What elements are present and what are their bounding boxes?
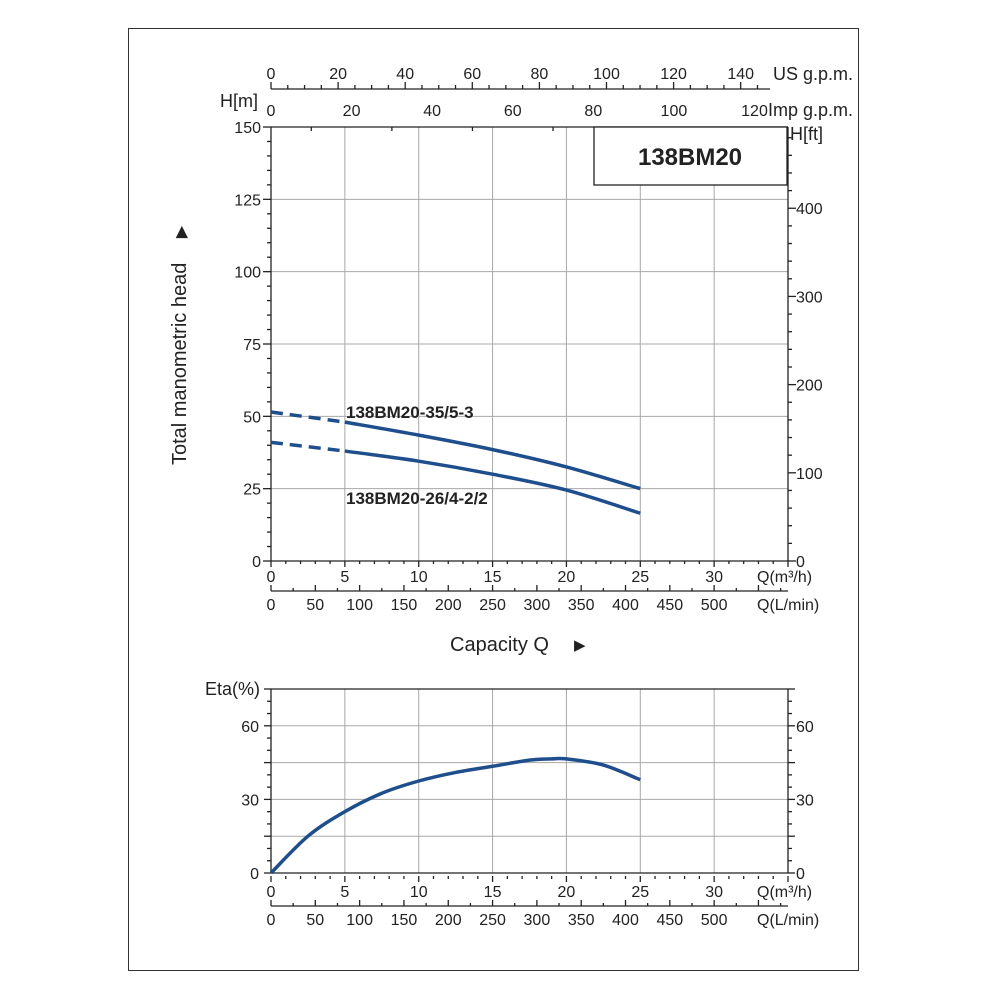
eta-tick-label-left: 60 <box>241 719 259 736</box>
y-tick-label-ft: 300 <box>796 289 823 306</box>
x-axis-title: Capacity Q <box>450 634 549 656</box>
x-tick-label-lmin: 300 <box>524 912 551 929</box>
x-tick-label-m3h: 30 <box>705 884 723 901</box>
imp-gpm-tick-label: 20 <box>343 103 361 120</box>
model-title-box <box>593 126 788 186</box>
y-tick-label-m: 25 <box>243 482 261 499</box>
x-tick-label-lmin: 350 <box>568 597 595 614</box>
x-tick-label-m3h: 25 <box>631 569 649 586</box>
imp-gpm-tick-label: 100 <box>661 103 688 120</box>
eta-tick-label-right: 60 <box>796 719 814 736</box>
x-tick-label-lmin: 400 <box>612 597 639 614</box>
eta-tick-label-left: 0 <box>250 866 259 883</box>
eta-tick-label-left: 30 <box>241 792 259 809</box>
x-tick-label-m3h: 15 <box>484 569 502 586</box>
x-tick-label-lmin: 450 <box>656 597 683 614</box>
x-tick-label-lmin: 50 <box>306 912 324 929</box>
x-tick-label-lmin: 50 <box>306 597 324 614</box>
head-curve-dashed-1 <box>270 440 346 453</box>
imp-gpm-tick-label: 60 <box>504 103 522 120</box>
efficiency-chart-curves <box>269 756 641 875</box>
x-tick-label-m3h: 15 <box>484 884 502 901</box>
x-tick-label-lmin: 250 <box>479 597 506 614</box>
eta-tick-label-right: 30 <box>796 792 814 809</box>
x-unit-lmin: Q(L/min) <box>757 912 819 929</box>
x-tick-label-lmin: 300 <box>524 597 551 614</box>
us-gpm-tick-label: 60 <box>463 66 481 83</box>
x-tick-label-lmin: 150 <box>391 912 418 929</box>
imp-gpm-tick-label: 0 <box>267 103 276 120</box>
head-curve-0 <box>344 420 641 491</box>
y-axis-title: Total manometric head <box>169 263 191 465</box>
y-tick-label-m: 50 <box>243 409 261 426</box>
x-tick-label-lmin: 450 <box>656 912 683 929</box>
y-tick-label-m: 0 <box>252 554 261 571</box>
x-tick-label-m3h: 5 <box>340 884 349 901</box>
model-title: 138BM20 <box>638 144 742 171</box>
x-tick-label-lmin: 250 <box>479 912 506 929</box>
x-tick-label-lmin: 150 <box>391 597 418 614</box>
y-tick-label-m: 125 <box>234 192 261 209</box>
us-gpm-tick-label: 20 <box>329 66 347 83</box>
y-tick-label-ft: 100 <box>796 466 823 483</box>
imp-gpm-label: Imp g.p.m. <box>768 100 853 120</box>
x-axis-arrow: ▶ <box>574 637 586 654</box>
head-curve-1 <box>344 449 641 515</box>
x-tick-label-m3h: 5 <box>340 569 349 586</box>
x-tick-label-m3h: 20 <box>558 884 576 901</box>
x-tick-label-lmin: 100 <box>346 912 373 929</box>
eta-tick-label-right: 0 <box>796 866 805 883</box>
x-unit-m3h: Q(m³/h) <box>757 884 812 901</box>
x-tick-label-m3h: 20 <box>558 569 576 586</box>
us-gpm-tick-label: 140 <box>727 66 754 83</box>
eta-label: Eta(%) <box>205 679 260 699</box>
y-tick-label-m: 150 <box>234 120 261 137</box>
us-gpm-label: US g.p.m. <box>773 64 853 84</box>
y-axis-arrow: ▶ <box>173 225 190 238</box>
x-tick-label-lmin: 500 <box>701 597 728 614</box>
efficiency-chart-grid <box>271 689 788 873</box>
us-gpm-tick-label: 0 <box>267 66 276 83</box>
x-unit-lmin: Q(L/min) <box>757 597 819 614</box>
x-tick-label-lmin: 100 <box>346 597 373 614</box>
x-tick-label-m3h: 25 <box>631 884 649 901</box>
head-chart-curves <box>270 410 641 515</box>
imp-gpm-tick-label: 120 <box>741 103 768 120</box>
efficiency-curve <box>269 756 641 875</box>
y-tick-label-m: 75 <box>243 337 261 354</box>
x-tick-label-lmin: 400 <box>612 912 639 929</box>
us-gpm-tick-label: 80 <box>530 66 548 83</box>
imp-gpm-tick-label: 80 <box>584 103 602 120</box>
imp-gpm-tick-label: 40 <box>423 103 441 120</box>
us-gpm-tick-label: 40 <box>396 66 414 83</box>
x-tick-label-lmin: 200 <box>435 597 462 614</box>
x-tick-label-lmin: 500 <box>701 912 728 929</box>
x-tick-label-lmin: 200 <box>435 912 462 929</box>
h-ft-label: H[ft] <box>790 124 823 144</box>
head-curve-dashed-0 <box>270 410 346 424</box>
x-tick-label-m3h: 30 <box>705 569 723 586</box>
x-unit-m3h: Q(m³/h) <box>757 569 812 586</box>
x-tick-label-m3h: 10 <box>410 884 428 901</box>
y-tick-label-ft: 0 <box>796 554 805 571</box>
y-tick-label-m: 100 <box>234 265 261 282</box>
x-tick-label-m3h: 0 <box>267 569 276 586</box>
x-tick-label-m3h: 0 <box>267 884 276 901</box>
us-gpm-tick-label: 120 <box>660 66 687 83</box>
h-m-label: H[m] <box>220 91 258 111</box>
x-tick-label-lmin: 0 <box>267 912 276 929</box>
chart-frame <box>128 28 859 971</box>
y-tick-label-ft: 400 <box>796 201 823 218</box>
us-gpm-tick-label: 100 <box>593 66 620 83</box>
y-tick-label-ft: 200 <box>796 378 823 395</box>
x-tick-label-m3h: 10 <box>410 569 428 586</box>
series-label-35-5-3: 138BM20-35/5-3 <box>346 403 474 422</box>
x-tick-label-lmin: 350 <box>568 912 595 929</box>
x-tick-label-lmin: 0 <box>267 597 276 614</box>
series-label-26-4-2-2: 138BM20-26/4-2/2 <box>346 489 488 508</box>
